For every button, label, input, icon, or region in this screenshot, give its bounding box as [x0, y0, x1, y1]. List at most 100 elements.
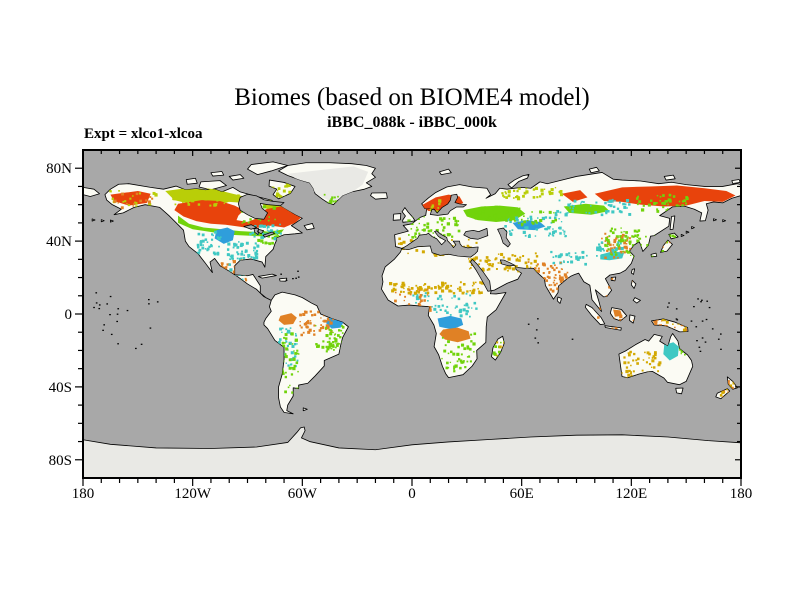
biome-speckle	[122, 200, 125, 203]
biome-speckle	[572, 207, 575, 210]
biome-speckle	[428, 306, 432, 310]
biome-speckle	[552, 228, 554, 230]
biome-speckle	[623, 356, 626, 359]
biome-speckle	[188, 199, 190, 202]
biome-speckle	[113, 199, 117, 203]
biome-speckle	[233, 242, 236, 246]
biome-speckle	[645, 235, 647, 238]
biome-speckle	[613, 205, 616, 208]
biome-speckle	[297, 353, 300, 355]
biome-speckle	[684, 353, 686, 356]
biome-speckle	[534, 235, 537, 237]
biome-speckle	[529, 215, 533, 219]
island-dot	[690, 320, 693, 322]
biome-speckle	[453, 367, 456, 370]
biome-speckle	[531, 221, 534, 224]
biome-speckle	[728, 384, 733, 388]
biome-speckle	[475, 241, 478, 244]
biome-speckle	[615, 237, 618, 240]
biome-speckle	[615, 235, 619, 239]
biome-speckle	[290, 373, 294, 376]
biome-speckle	[632, 319, 635, 322]
biome-speckle	[225, 266, 228, 269]
biome-speckle	[561, 278, 565, 281]
biome-speckle	[193, 196, 196, 199]
biome-speckle	[615, 247, 618, 250]
biome-speckle	[619, 240, 622, 243]
biome-speckle	[440, 289, 445, 293]
biome-speckle	[541, 216, 546, 221]
biome-speckle	[551, 266, 554, 270]
biome-speckle	[604, 256, 607, 260]
island-dot	[93, 306, 95, 309]
biome-speckle	[551, 289, 555, 293]
biome-speckle	[282, 189, 286, 193]
biome-speckle	[323, 314, 325, 317]
biome-speckle	[419, 298, 421, 300]
biome-speckle	[282, 352, 286, 357]
biome-speckle	[454, 364, 458, 368]
biome-speckle	[520, 219, 523, 222]
biome-speckle	[503, 342, 505, 344]
biome-speckle	[471, 284, 474, 287]
biome-speckle	[526, 264, 529, 267]
biome-speckle	[667, 203, 669, 206]
island-dot	[140, 343, 143, 345]
biome-speckle	[485, 256, 489, 259]
biome-speckle	[657, 370, 660, 373]
biome-speckle	[445, 286, 449, 290]
biome-speckle	[604, 232, 607, 235]
biome-speckle	[471, 291, 474, 295]
biome-speckle	[571, 204, 573, 207]
y-tick-label: 80N	[46, 161, 72, 177]
biome-speckle	[449, 314, 452, 316]
biome-speckle	[242, 220, 246, 223]
biome-speckle	[653, 356, 657, 360]
island-dot	[706, 300, 709, 302]
island-dot	[697, 298, 699, 300]
y-tick-label: 0	[65, 307, 73, 323]
biome-speckle	[548, 216, 552, 219]
biome-speckle	[540, 192, 544, 196]
biome-speckle	[607, 210, 610, 213]
biome-speckle	[335, 342, 337, 344]
biome-speckle	[613, 246, 616, 249]
biome-speckle	[305, 325, 308, 328]
biome-speckle	[474, 211, 478, 214]
biome-speckle	[213, 252, 217, 256]
biome-speckle	[415, 290, 418, 293]
biome-speckle	[334, 200, 338, 203]
biome-speckle	[508, 230, 511, 233]
biome-speckle	[669, 193, 671, 196]
axis-labels: 180 120W 60W 0 60E 120E 180 80N 40N 0 40S 80S	[46, 161, 752, 502]
biome-speckle	[554, 211, 557, 214]
biome-speckle	[289, 363, 292, 366]
biome-speckle	[329, 331, 333, 335]
biome-speckle	[457, 287, 459, 290]
biome-speckle	[630, 374, 633, 377]
biome-speckle	[555, 266, 558, 269]
biome-speckle	[293, 342, 297, 346]
biome-speckle	[328, 319, 331, 322]
biome-speckle	[442, 229, 445, 232]
biome-speckle	[552, 234, 555, 237]
biome-speckle	[588, 212, 591, 215]
biome-speckle	[468, 245, 470, 248]
biome-speckle	[635, 359, 638, 362]
biome-speckle	[204, 238, 208, 241]
biome-speckle	[327, 319, 330, 321]
biome-speckle	[281, 195, 283, 198]
hudson-bay	[237, 193, 285, 220]
biome-speckle	[514, 219, 516, 222]
biome-speckle	[554, 264, 556, 267]
island-dot	[534, 337, 537, 339]
biome-speckle	[277, 340, 281, 344]
biome-speckle	[536, 263, 539, 266]
biome-speckle	[426, 294, 429, 296]
biome-speckle	[614, 253, 618, 256]
biome-speckle	[292, 357, 296, 361]
biome-speckle	[650, 199, 653, 202]
biome-speckle	[558, 277, 563, 281]
biome-speckle	[432, 206, 434, 208]
biome-speckle	[294, 338, 298, 342]
